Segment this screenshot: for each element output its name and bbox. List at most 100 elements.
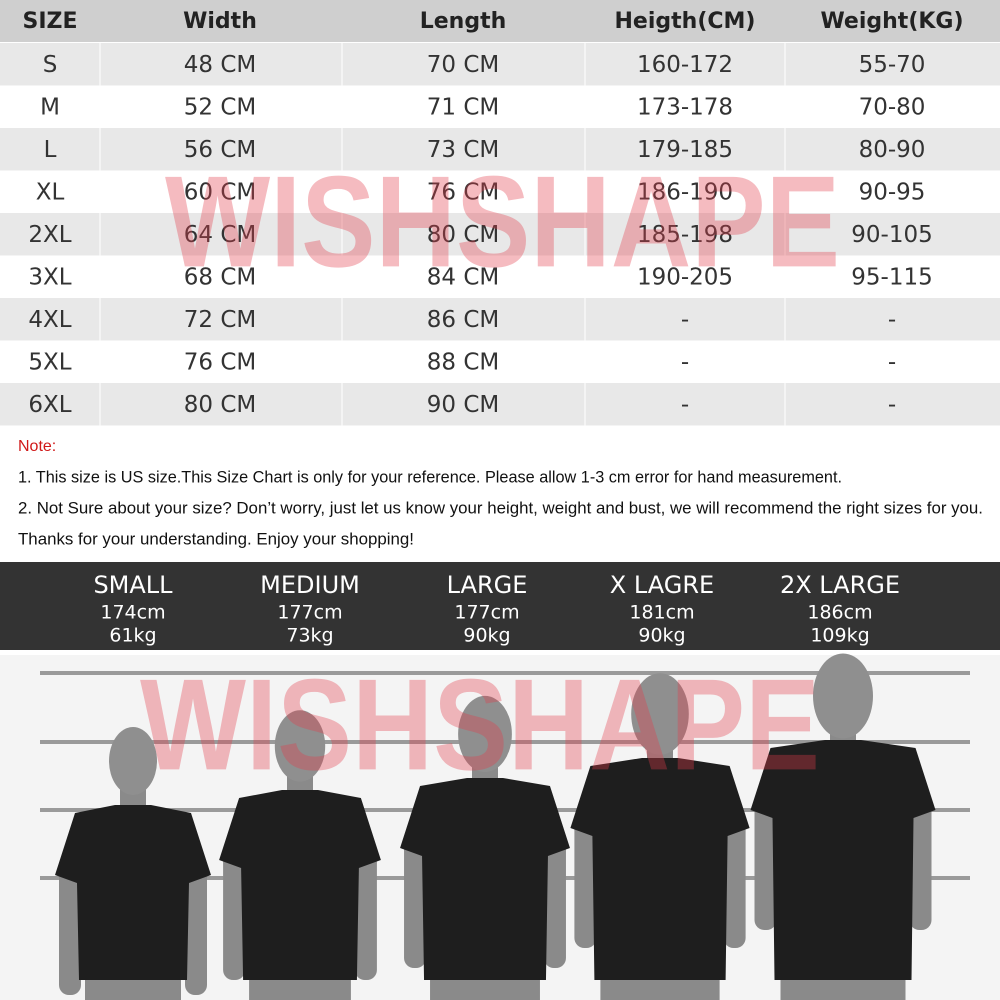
table-cell: 88 CM	[427, 349, 499, 375]
note-line: 1. This size is US size.This Size Chart …	[18, 468, 842, 486]
watermark: WISHSHAPE	[165, 148, 840, 294]
person	[750, 653, 936, 1000]
model-size: SMALL	[93, 571, 173, 599]
head	[813, 653, 873, 739]
table-cell: 185-198	[637, 222, 733, 248]
model-weight: 61kg	[109, 625, 156, 647]
head	[458, 695, 512, 773]
model-weight: 73kg	[286, 625, 333, 647]
header-row	[0, 0, 1000, 42]
table-cell: 68 CM	[184, 264, 256, 290]
table-cell: 6XL	[28, 392, 71, 418]
table-row	[0, 255, 1000, 298]
table-cell: -	[888, 349, 896, 375]
table-cell: 4XL	[28, 307, 71, 333]
shirt	[400, 778, 570, 980]
table-cell: 190-205	[637, 264, 733, 290]
arm	[909, 790, 932, 930]
table-cell: 48 CM	[184, 52, 256, 78]
table-cell: 70 CM	[427, 52, 499, 78]
person	[219, 710, 381, 1000]
table-cell: 90-95	[859, 179, 926, 205]
table-cell: XL	[36, 179, 65, 205]
table-cell: S	[43, 52, 58, 78]
table-cell: 90-105	[851, 222, 932, 248]
table-cell: 71 CM	[427, 94, 499, 120]
table-cell: 3XL	[28, 264, 71, 290]
head	[631, 673, 689, 755]
table-row	[0, 128, 1000, 171]
table-cell: 179-185	[637, 137, 733, 163]
shirt	[219, 790, 381, 980]
model-size: X LAGRE	[610, 571, 714, 599]
arm	[185, 855, 207, 995]
arm	[723, 808, 746, 948]
shirt	[55, 805, 211, 980]
table-row	[0, 43, 1000, 86]
table-cell: 86 CM	[427, 307, 499, 333]
header-cell: SIZE	[22, 9, 77, 34]
table-cell: 84 CM	[427, 264, 499, 290]
table-cell: 64 CM	[184, 222, 256, 248]
table-cell: 60 CM	[184, 179, 256, 205]
table-row	[0, 298, 1000, 341]
arm	[543, 828, 566, 968]
model-size: MEDIUM	[260, 571, 360, 599]
model-weight: 90kg	[638, 625, 685, 647]
model-weight: 109kg	[810, 625, 869, 647]
model-band	[0, 562, 1000, 650]
arm	[354, 840, 377, 980]
model-height: 186cm	[807, 602, 872, 624]
note-title: Note:	[18, 438, 56, 455]
shirt	[570, 758, 750, 980]
table-cell: -	[681, 349, 689, 375]
table-cell: 70-80	[859, 94, 926, 120]
arm	[574, 808, 597, 948]
table-cell: 80 CM	[184, 392, 256, 418]
table-row	[0, 85, 1000, 128]
watermark: WISHSHAPE	[140, 651, 820, 797]
table-row	[0, 170, 1000, 213]
model-size: LARGE	[447, 571, 528, 599]
table-cell: -	[888, 392, 896, 418]
model-height: 177cm	[277, 602, 342, 624]
table-cell: 56 CM	[184, 137, 256, 163]
table-cell: -	[681, 392, 689, 418]
table-cell: 2XL	[28, 222, 71, 248]
header-cell: Weight(KG)	[820, 9, 963, 34]
header-cell: Heigth(CM)	[615, 9, 756, 34]
note-line: 2. Not Sure about your size? Don’t worry…	[18, 499, 983, 517]
shirt	[750, 740, 936, 980]
table-cell: 55-70	[859, 52, 926, 78]
arm	[59, 855, 81, 995]
model-height: 181cm	[629, 602, 694, 624]
table-row	[0, 213, 1000, 256]
table-cell: 52 CM	[184, 94, 256, 120]
table-cell: 76 CM	[184, 349, 256, 375]
table-cell: -	[681, 307, 689, 333]
header-cell: Width	[183, 9, 257, 34]
table-cell: 160-172	[637, 52, 733, 78]
table-cell: 80-90	[859, 137, 926, 163]
head	[274, 710, 326, 782]
arm	[223, 840, 246, 980]
table-cell: 80 CM	[427, 222, 499, 248]
table-cell: L	[44, 137, 57, 163]
model-size: 2X LARGE	[780, 571, 900, 599]
model-weight: 90kg	[463, 625, 510, 647]
table-cell: M	[40, 94, 60, 120]
model-height: 174cm	[100, 602, 165, 624]
table-row	[0, 340, 1000, 383]
header-cell: Length	[420, 9, 507, 34]
table-cell: 95-115	[851, 264, 932, 290]
person	[400, 695, 570, 1000]
table-cell: -	[888, 307, 896, 333]
model-height: 177cm	[454, 602, 519, 624]
arm	[754, 790, 777, 930]
person	[570, 673, 750, 1000]
table-cell: 173-178	[637, 94, 733, 120]
table-cell: 73 CM	[427, 137, 499, 163]
arm	[404, 828, 427, 968]
table-cell: 90 CM	[427, 392, 499, 418]
